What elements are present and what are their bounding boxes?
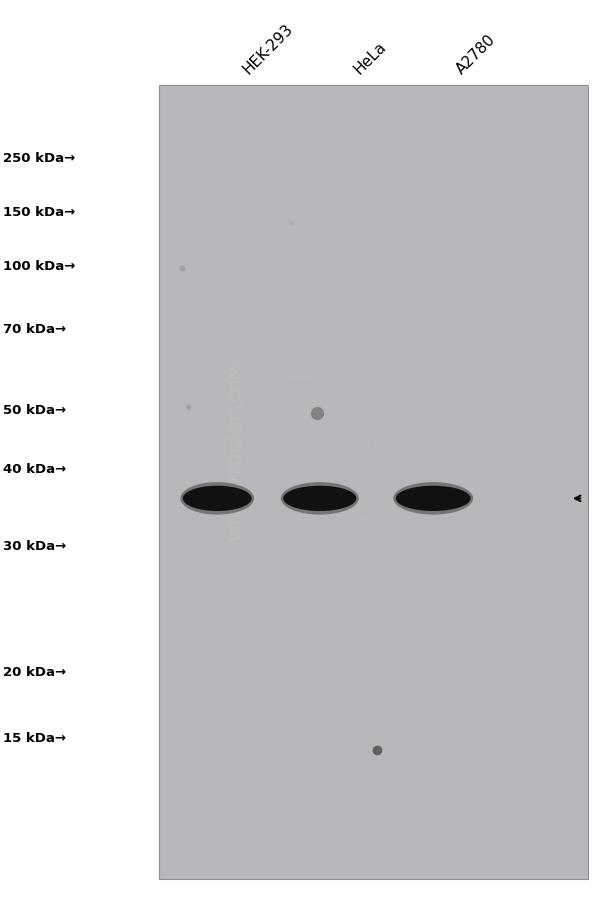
Point xyxy=(183,400,193,415)
Text: 20 kDa→: 20 kDa→ xyxy=(3,666,66,678)
Text: 15 kDa→: 15 kDa→ xyxy=(3,732,66,744)
Text: HeLa: HeLa xyxy=(351,39,389,77)
Text: 70 kDa→: 70 kDa→ xyxy=(3,323,66,336)
Text: 250 kDa→: 250 kDa→ xyxy=(3,152,75,164)
Point xyxy=(372,743,382,758)
Text: 150 kDa→: 150 kDa→ xyxy=(3,206,75,218)
Ellipse shape xyxy=(182,486,252,511)
Text: 40 kDa→: 40 kDa→ xyxy=(3,463,66,475)
Text: A2780: A2780 xyxy=(453,32,498,77)
Text: WWW.PTGLABC.COM: WWW.PTGLABC.COM xyxy=(229,362,245,540)
Point xyxy=(177,262,187,276)
Bar xyxy=(159,86,588,879)
Ellipse shape xyxy=(180,483,254,515)
Point xyxy=(286,216,296,231)
Ellipse shape xyxy=(394,483,473,515)
Ellipse shape xyxy=(281,483,359,515)
Ellipse shape xyxy=(283,486,356,511)
Text: 30 kDa→: 30 kDa→ xyxy=(3,539,66,552)
Point xyxy=(312,406,322,420)
Text: HEK-293: HEK-293 xyxy=(240,21,296,77)
Text: 100 kDa→: 100 kDa→ xyxy=(3,260,76,272)
Ellipse shape xyxy=(396,486,471,511)
Text: 50 kDa→: 50 kDa→ xyxy=(3,404,66,417)
